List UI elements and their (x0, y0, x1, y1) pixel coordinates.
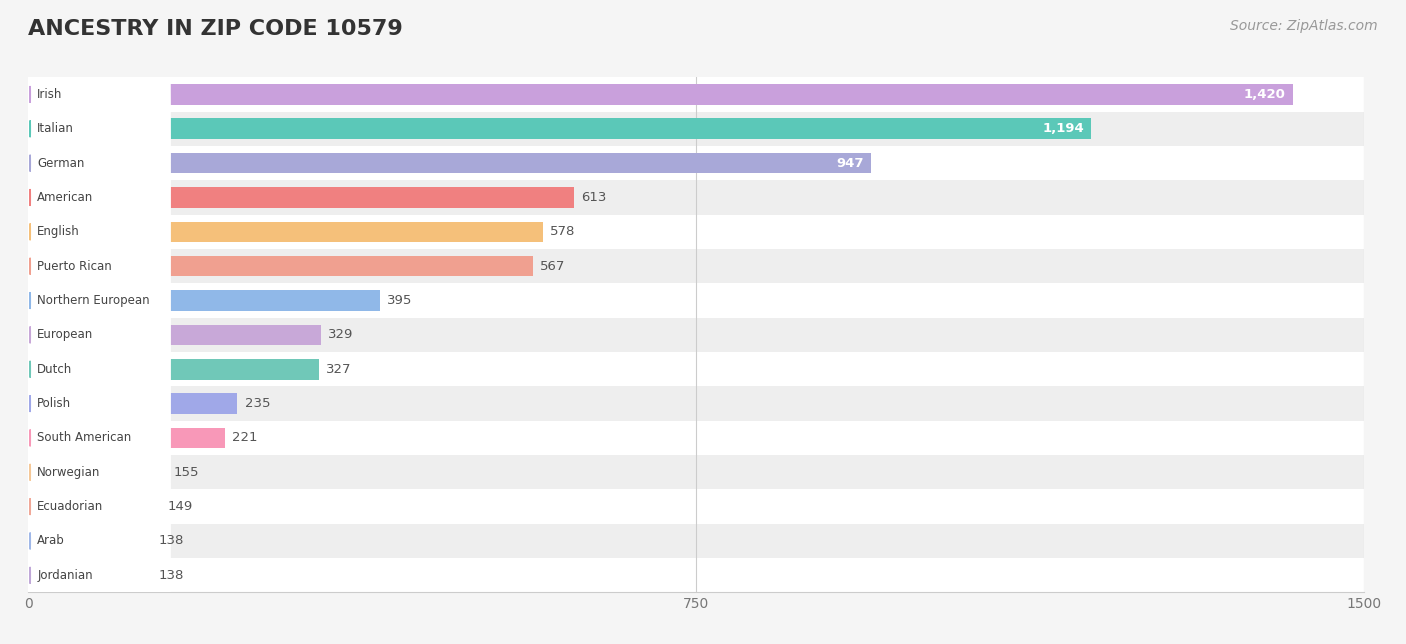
FancyBboxPatch shape (27, 0, 170, 206)
FancyBboxPatch shape (27, 120, 170, 344)
Bar (28, 256, 533, 276)
Bar (28, 421, 1364, 455)
Text: Arab: Arab (38, 535, 65, 547)
Text: South American: South American (38, 431, 132, 444)
Bar (28, 283, 1364, 317)
Bar (28, 386, 1364, 421)
Text: 395: 395 (387, 294, 412, 307)
Bar (28, 531, 150, 551)
Bar (28, 118, 1091, 139)
Text: 578: 578 (550, 225, 575, 238)
FancyBboxPatch shape (27, 292, 170, 515)
FancyBboxPatch shape (27, 464, 170, 644)
Bar (28, 249, 1364, 283)
Bar (28, 111, 1364, 146)
FancyBboxPatch shape (27, 189, 170, 412)
Text: 947: 947 (837, 156, 865, 169)
Text: Source: ZipAtlas.com: Source: ZipAtlas.com (1230, 19, 1378, 33)
Bar (28, 393, 238, 414)
Bar (28, 359, 319, 379)
Bar (28, 84, 1292, 105)
Bar (28, 222, 543, 242)
Bar (28, 524, 1364, 558)
FancyBboxPatch shape (27, 52, 170, 275)
Text: Northern European: Northern European (38, 294, 150, 307)
Text: 327: 327 (326, 363, 352, 375)
Text: 567: 567 (540, 260, 565, 272)
Text: 155: 155 (173, 466, 198, 478)
Text: 613: 613 (581, 191, 606, 204)
Bar (28, 565, 150, 585)
Bar (28, 214, 1364, 249)
Text: 149: 149 (167, 500, 193, 513)
Text: Dutch: Dutch (38, 363, 73, 375)
Text: English: English (38, 225, 80, 238)
Bar (28, 153, 872, 173)
Bar (28, 497, 160, 517)
Bar (28, 428, 225, 448)
Text: 329: 329 (328, 328, 353, 341)
Bar (28, 455, 1364, 489)
FancyBboxPatch shape (27, 326, 170, 550)
Bar (28, 489, 1364, 524)
FancyBboxPatch shape (27, 361, 170, 584)
Bar (28, 352, 1364, 386)
Bar (28, 187, 574, 208)
FancyBboxPatch shape (27, 395, 170, 618)
Text: 1,194: 1,194 (1042, 122, 1084, 135)
Text: Ecuadorian: Ecuadorian (38, 500, 104, 513)
Bar (28, 325, 321, 345)
FancyBboxPatch shape (27, 155, 170, 378)
Text: 221: 221 (232, 431, 257, 444)
Text: Norwegian: Norwegian (38, 466, 101, 478)
FancyBboxPatch shape (27, 17, 170, 241)
FancyBboxPatch shape (27, 258, 170, 481)
Bar (28, 462, 166, 482)
Bar (28, 558, 1364, 592)
Text: 1,420: 1,420 (1243, 88, 1285, 101)
Text: American: American (38, 191, 94, 204)
Text: 138: 138 (157, 569, 184, 582)
FancyBboxPatch shape (27, 223, 170, 447)
Bar (28, 180, 1364, 214)
Text: German: German (38, 156, 84, 169)
Text: 138: 138 (157, 535, 184, 547)
Bar (28, 317, 1364, 352)
Text: Jordanian: Jordanian (38, 569, 93, 582)
FancyBboxPatch shape (27, 429, 170, 644)
Text: ANCESTRY IN ZIP CODE 10579: ANCESTRY IN ZIP CODE 10579 (28, 19, 404, 39)
Bar (28, 290, 380, 311)
Text: Puerto Rican: Puerto Rican (38, 260, 112, 272)
FancyBboxPatch shape (27, 86, 170, 309)
Text: Polish: Polish (38, 397, 72, 410)
Text: Italian: Italian (38, 122, 75, 135)
Text: Irish: Irish (38, 88, 63, 101)
Text: 235: 235 (245, 397, 270, 410)
Text: European: European (38, 328, 94, 341)
Bar (28, 77, 1364, 111)
Bar (28, 146, 1364, 180)
